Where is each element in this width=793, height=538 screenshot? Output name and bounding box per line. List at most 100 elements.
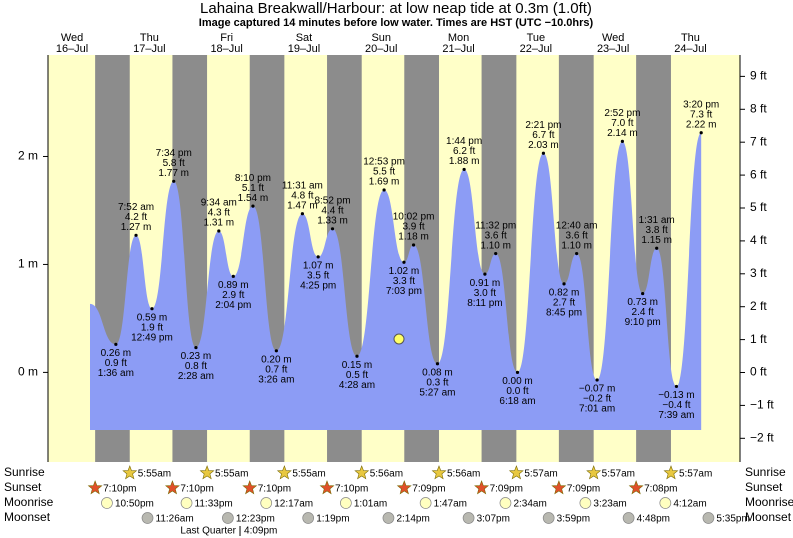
low-tide-point bbox=[402, 260, 406, 264]
tide-label: 12:53 pm bbox=[363, 157, 405, 168]
tide-label: 0.8 ft bbox=[185, 361, 207, 372]
almanac-label: Moonrise bbox=[4, 495, 54, 509]
tide-label: 8:45 pm bbox=[546, 308, 582, 319]
tide-label: 1.69 m bbox=[369, 177, 400, 188]
tide-label: 0.89 m bbox=[218, 280, 249, 291]
sunrise-icon bbox=[508, 465, 524, 480]
tide-label: 8:10 pm bbox=[235, 173, 271, 184]
tide-label: 1.77 m bbox=[158, 168, 189, 179]
sunset-time: 7:09pm bbox=[412, 484, 445, 495]
tide-label: 6:18 am bbox=[499, 396, 535, 407]
moonset-icon bbox=[702, 512, 715, 524]
almanac-label: Sunrise bbox=[4, 465, 45, 479]
tide-label: 2:21 pm bbox=[525, 120, 561, 131]
moonset-time: 1:19pm bbox=[316, 514, 349, 525]
date-label: 22–Jul bbox=[520, 43, 552, 55]
tide-label: 1.18 m bbox=[398, 232, 429, 243]
tide-label: 9:10 pm bbox=[625, 317, 661, 328]
tide-label: 3:26 am bbox=[258, 374, 294, 385]
y2-tick-label: 5 ft bbox=[750, 200, 767, 214]
moonrise-icon bbox=[499, 497, 512, 509]
moon-phase-time: 4:09pm bbox=[244, 526, 277, 537]
sunrise-icon bbox=[586, 465, 602, 480]
sunrise-time: 5:56am bbox=[447, 469, 480, 480]
y2-tick-label: 7 ft bbox=[750, 134, 767, 148]
y2-tick-label: 9 ft bbox=[750, 69, 767, 83]
sunset-time: 7:09pm bbox=[490, 484, 523, 495]
tide-label: 0.59 m bbox=[137, 312, 168, 323]
y2-tick-label: −2 ft bbox=[750, 430, 774, 444]
tide-label: 7:52 am bbox=[118, 202, 154, 213]
sunset-time: 7:10pm bbox=[335, 484, 368, 495]
tide-label: 1.02 m bbox=[389, 266, 420, 277]
high-tide-point bbox=[575, 252, 579, 256]
moonrise-icon bbox=[659, 497, 672, 509]
tide-label: 7.3 ft bbox=[690, 109, 712, 120]
tide-label: 0.91 m bbox=[470, 278, 501, 289]
tide-label: 1.88 m bbox=[449, 156, 480, 167]
sunset-icon bbox=[474, 480, 490, 495]
tide-label: 3:20 pm bbox=[683, 99, 719, 110]
weekday-label: Sat bbox=[296, 32, 313, 44]
high-tide-point bbox=[494, 252, 498, 256]
weekday-label: Wed bbox=[61, 32, 83, 44]
tide-label: −0.2 ft bbox=[583, 394, 611, 405]
moonrise-time: 3:23am bbox=[593, 499, 626, 510]
moonrise-icon bbox=[180, 497, 193, 509]
moonset-time: 2:14pm bbox=[396, 514, 429, 525]
chart-subtitle: Image captured 14 minutes before low wat… bbox=[199, 17, 594, 29]
y2-tick-label: 6 ft bbox=[750, 167, 767, 181]
moonset-time: 12:23pm bbox=[236, 514, 275, 525]
tide-label: 0.7 ft bbox=[265, 364, 287, 375]
tide-label: 0.00 m bbox=[502, 376, 533, 387]
date-label: 24–Jul bbox=[674, 43, 706, 55]
tide-label: 1.15 m bbox=[641, 235, 672, 246]
low-tide-point bbox=[316, 255, 320, 259]
moonset-icon bbox=[462, 512, 475, 524]
sunset-time: 7:10pm bbox=[180, 484, 213, 495]
tide-label: 11:32 pm bbox=[475, 220, 516, 231]
high-tide-point bbox=[172, 179, 176, 183]
moonrise-icon bbox=[101, 497, 113, 509]
high-tide-point bbox=[251, 204, 255, 208]
y2-tick-label: 8 ft bbox=[750, 101, 767, 115]
low-tide-point bbox=[355, 354, 359, 358]
sunrise-icon bbox=[663, 465, 679, 480]
tide-label: 1:44 pm bbox=[446, 136, 482, 147]
moonset-time: 11:26am bbox=[156, 514, 194, 525]
moonset-time: 3:59pm bbox=[557, 514, 590, 525]
tide-label: 1.47 m bbox=[287, 200, 318, 211]
tide-label: 4:25 pm bbox=[300, 281, 336, 292]
tide-label: 0.26 m bbox=[101, 348, 132, 359]
moonrise-time: 11:33pm bbox=[195, 499, 233, 510]
weekday-label: Thu bbox=[681, 32, 700, 44]
tide-label: 0.5 ft bbox=[346, 370, 368, 381]
y2-tick-label: −1 ft bbox=[750, 398, 774, 412]
tide-label: 4.3 ft bbox=[208, 208, 230, 219]
tide-label: 2:04 pm bbox=[215, 300, 251, 311]
high-tide-point bbox=[217, 229, 221, 233]
low-tide-point bbox=[274, 349, 278, 353]
high-tide-point bbox=[330, 227, 335, 231]
almanac-label: Moonset bbox=[4, 510, 51, 524]
high-tide-point bbox=[655, 246, 659, 250]
sunset-icon bbox=[319, 480, 335, 495]
tide-label: 4.2 ft bbox=[125, 212, 147, 223]
moonrise-time: 10:50pm bbox=[115, 499, 154, 510]
sunset-icon bbox=[87, 480, 103, 495]
tide-label: 0.9 ft bbox=[105, 358, 127, 369]
moonset-icon bbox=[622, 512, 635, 524]
date-label: 23–Jul bbox=[597, 43, 629, 55]
y-tick-label: 0 m bbox=[18, 365, 38, 379]
weekday-label: Tue bbox=[527, 32, 546, 44]
tide-label: 2.14 m bbox=[607, 128, 638, 139]
y2-tick-label: 4 ft bbox=[750, 233, 767, 247]
tide-label: 7:01 am bbox=[579, 404, 615, 415]
sunrise-time: 5:55am bbox=[292, 469, 325, 480]
y2-tick-label: 2 ft bbox=[750, 299, 767, 313]
high-tide-point bbox=[462, 167, 466, 172]
y-tick-label: 1 m bbox=[18, 257, 38, 271]
tide-label: 1.07 m bbox=[303, 261, 334, 272]
